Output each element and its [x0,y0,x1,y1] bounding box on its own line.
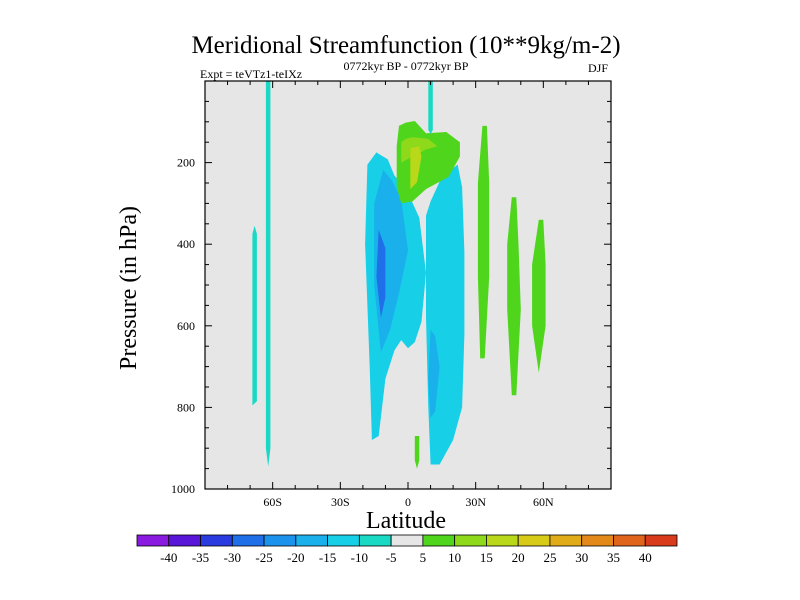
colorbar-label: -30 [224,550,241,565]
colorbar-label: -20 [287,550,304,565]
contour-sh-tropical-cell-inner [376,229,386,318]
contour-nh-band-2 [507,197,521,396]
y-tick-label: 1000 [171,482,195,496]
x-axis-label: Latitude [366,508,446,534]
contour-nh-tropical-cell-core [428,329,440,418]
contour-regions [252,81,546,469]
colorbar-segment [168,534,201,547]
colorbar-segment [581,534,614,547]
x-tick-label: 60S [263,495,282,509]
x-tick-labels: 60S 30S 0 30N 60N [263,495,554,509]
colorbar-label: -10 [351,550,368,565]
colorbar-label: -25 [255,550,272,565]
colorbar-segment [486,534,519,547]
colorbar-segment [454,534,487,547]
colorbar-segment [517,534,551,547]
contour-nh-band-3 [532,219,546,373]
colorbar-label: 5 [420,550,427,565]
chart-title: Meridional Streamfunction (10**9kg/m-2) [191,32,620,59]
colorbar-segment [200,534,233,547]
colorbar-segment [295,534,328,547]
y-tick-label: 600 [177,319,195,333]
colorbar-segment [613,534,646,547]
colorbar-label: 40 [639,550,652,565]
colorbar-label: 25 [543,550,556,565]
colorbar-segment [136,534,170,547]
colorbar-label: -35 [192,550,209,565]
colorbar-label: 30 [575,550,588,565]
contour-surface-blip [414,436,420,469]
y-tick-label: 800 [177,400,195,414]
contour-equatorial-upper-inner [410,146,422,190]
y-tick-label: 400 [177,237,195,251]
x-tick-label: 30S [331,495,350,509]
y-axis-label: Pressure (in hPa) [116,206,142,370]
y-tick-labels: 200 400 600 800 1000 [171,156,195,496]
colorbar-label: -5 [386,550,397,565]
contour-stratospheric-streak [428,81,433,134]
chart-subtitle-left: Expt = teVTz1-teIXz [200,67,302,81]
x-tick-label: 60N [533,495,554,509]
colorbar-label: -40 [160,550,177,565]
colorbar-segment [231,534,265,547]
colorbar-segment [358,534,392,547]
colorbar [136,534,678,547]
contour-sh-high-lat-cell-main [265,81,271,467]
x-tick-label: 30N [465,495,486,509]
colorbar-label: 15 [480,550,493,565]
colorbar-segment [422,534,456,547]
colorbar-segment [644,534,678,547]
colorbar-label: 10 [448,550,461,565]
axis-ticks [205,81,611,490]
colorbar-label: -15 [319,550,336,565]
chart-subtitle-right: DJF [588,61,608,75]
contour-nh-tropical-cell [426,164,465,465]
colorbar-segment [327,534,360,547]
colorbar-labels: -40 -35 -30 -25 -20 -15 -10 -5 5 10 15 20 25 30 35 40 [160,550,652,565]
colorbar-segment [390,534,424,547]
chart-subtitle-center: 0772kyr BP - 0772kyr BP [344,59,469,73]
colorbar-label: 35 [607,550,620,565]
contour-sh-high-lat-cell-west [252,225,257,406]
colorbar-segment [549,534,583,547]
y-tick-label: 200 [177,156,195,170]
colorbar-label: 20 [512,550,525,565]
colorbar-segment [263,534,297,547]
x-tick-label: 0 [405,495,411,509]
contour-nh-band-1 [477,125,490,359]
